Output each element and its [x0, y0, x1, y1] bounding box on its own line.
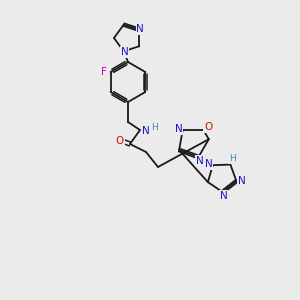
- Text: N: N: [220, 191, 227, 201]
- Text: O: O: [204, 122, 212, 132]
- Text: N: N: [238, 176, 245, 186]
- Text: N: N: [205, 159, 213, 169]
- Text: H: H: [229, 154, 236, 163]
- Text: F: F: [101, 67, 106, 77]
- Text: N: N: [121, 47, 128, 57]
- Text: N: N: [196, 156, 203, 166]
- Text: N: N: [136, 24, 144, 34]
- Text: N: N: [142, 126, 150, 136]
- Text: H: H: [151, 122, 158, 131]
- Text: O: O: [116, 136, 124, 146]
- Text: N: N: [175, 124, 183, 134]
